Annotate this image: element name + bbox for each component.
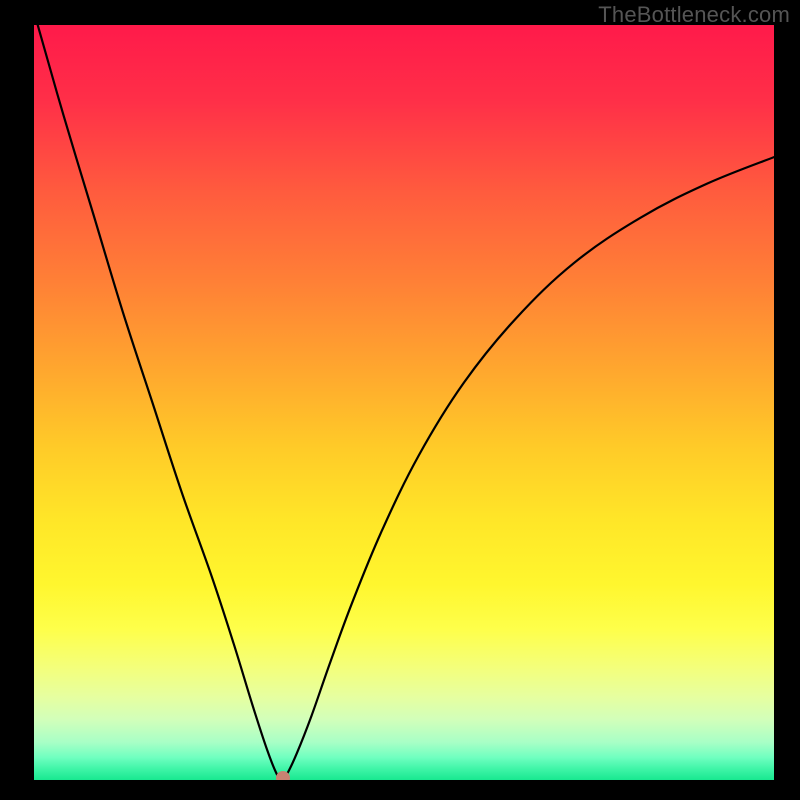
plot-area (34, 25, 774, 780)
watermark-text: TheBottleneck.com (598, 2, 790, 28)
min-marker (276, 771, 290, 780)
bottleneck-curve (34, 25, 774, 780)
